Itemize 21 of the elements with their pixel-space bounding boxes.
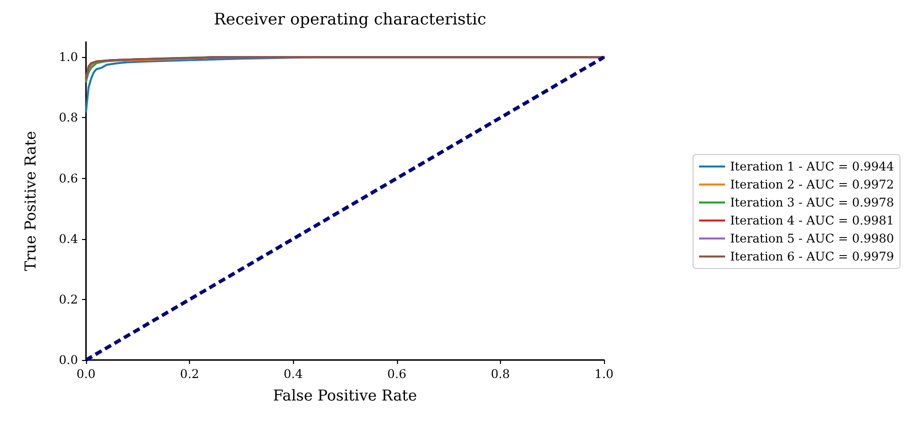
legend-label: Iteration 5 - AUC = 0.9980 xyxy=(730,232,894,246)
chart-title: Receiver operating characteristic xyxy=(214,10,486,28)
x-axis-title: False Positive Rate xyxy=(273,386,418,404)
x-tick-label: 0.0 xyxy=(76,367,96,381)
y-tick-label: 0.0 xyxy=(58,353,78,367)
legend-label: Iteration 2 - AUC = 0.9972 xyxy=(730,178,894,192)
legend-label: Iteration 6 - AUC = 0.9979 xyxy=(730,250,894,264)
x-tick-label: 0.4 xyxy=(284,367,304,381)
y-tick-label: 0.8 xyxy=(58,110,78,125)
legend-label: Iteration 3 - AUC = 0.9978 xyxy=(730,196,894,210)
y-tick-label: 0.4 xyxy=(58,232,78,246)
legend-label: Iteration 1 - AUC = 0.9944 xyxy=(730,160,894,174)
legend-label: Iteration 4 - AUC = 0.9981 xyxy=(730,214,894,228)
y-tick-label: 0.6 xyxy=(58,171,78,186)
y-axis-title: True Positive Rate xyxy=(22,130,40,271)
x-tick-label: 0.6 xyxy=(387,367,406,381)
y-tick-label: 0.2 xyxy=(58,292,78,306)
x-tick-label: 0.8 xyxy=(490,367,510,381)
y-tick-label: 1.0 xyxy=(58,50,78,64)
x-tick-label: 0.2 xyxy=(180,367,200,381)
x-tick-label: 1.0 xyxy=(594,367,614,381)
